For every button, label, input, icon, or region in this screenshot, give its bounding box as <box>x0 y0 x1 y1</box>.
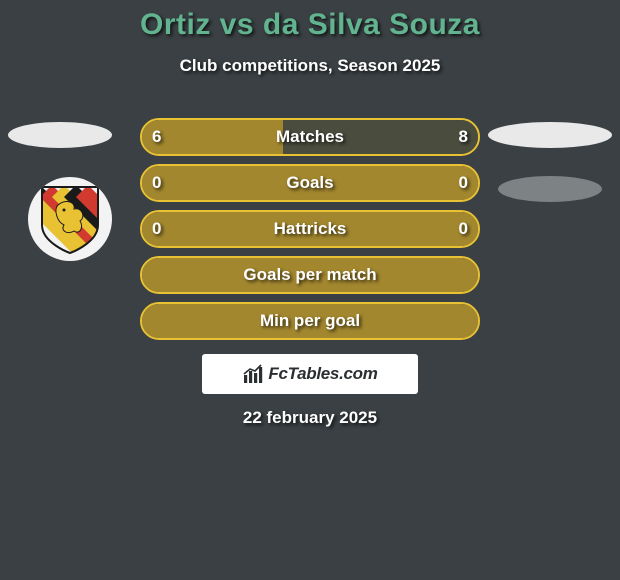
stat-value-right: 8 <box>459 118 468 156</box>
fctables-text: FcTables.com <box>268 364 377 384</box>
bar-fill-left <box>142 304 478 338</box>
bar-fill-left <box>142 120 283 154</box>
stat-row: Min per goal <box>0 302 620 348</box>
stat-row: Goals0 0 <box>0 164 620 210</box>
stat-value-left: 6 <box>152 118 161 156</box>
fctables-watermark: FcTables.com <box>202 354 418 394</box>
bar-fill-right <box>283 120 478 154</box>
page-title: Ortiz vs da Silva Souza <box>0 0 620 42</box>
stat-bar: Goals <box>140 164 480 202</box>
stat-bar: Hattricks <box>140 210 480 248</box>
stat-row: Matches6 8 <box>0 118 620 164</box>
date: 22 february 2025 <box>0 408 620 428</box>
bar-fill-left <box>142 166 478 200</box>
stat-bar: Goals per match <box>140 256 480 294</box>
stat-rows: Matches68Goals00Hattricks00Goals per mat… <box>0 118 620 348</box>
stat-value-right: 0 <box>459 210 468 248</box>
stat-value-left: 0 <box>152 210 161 248</box>
stat-bar: Min per goal <box>140 302 480 340</box>
bar-fill-left <box>142 212 478 246</box>
comparison-infographic: Ortiz vs da Silva Souza Club competition… <box>0 0 620 580</box>
bar-fill-left <box>142 258 478 292</box>
stat-value-left: 0 <box>152 164 161 202</box>
stat-row: Hattricks0 0 <box>0 210 620 256</box>
stat-bar: Matches <box>140 118 480 156</box>
subtitle: Club competitions, Season 2025 <box>0 56 620 76</box>
stat-row: Goals per match <box>0 256 620 302</box>
chart-icon <box>242 363 264 385</box>
stat-value-right: 0 <box>459 164 468 202</box>
